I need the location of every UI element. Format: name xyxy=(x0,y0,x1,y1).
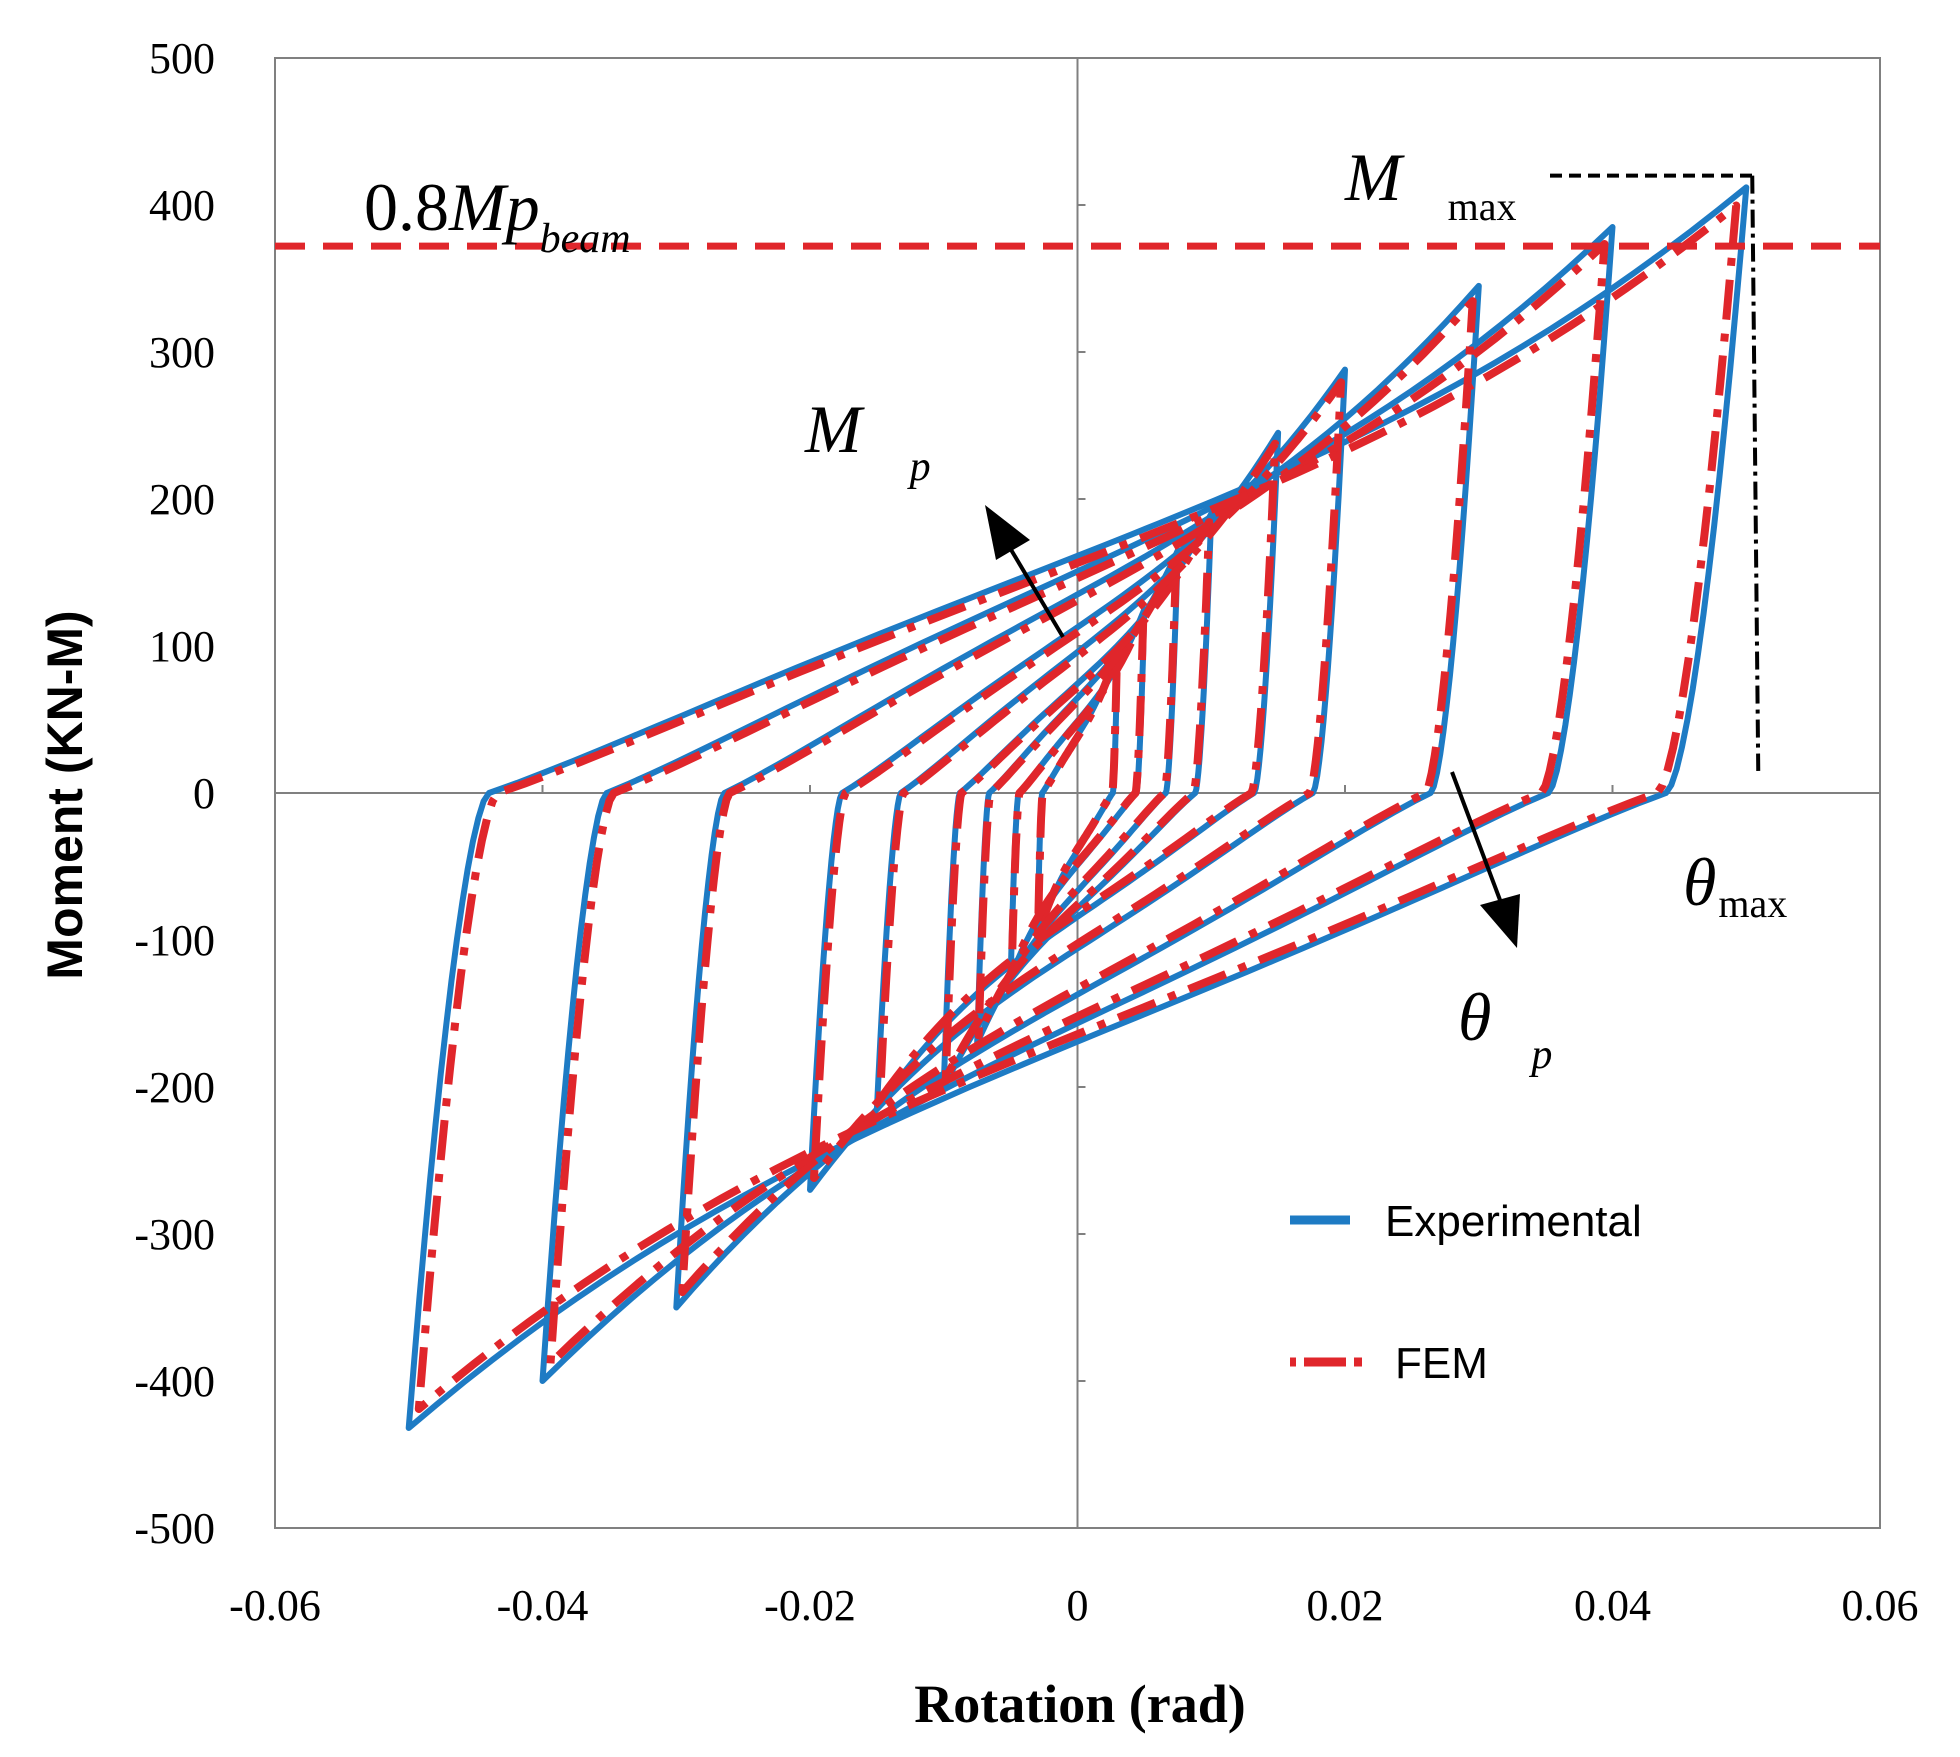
experimental-loop xyxy=(807,366,1348,1193)
reference-label-main: Mp xyxy=(448,169,540,245)
guide-lines xyxy=(1550,173,1761,771)
x-tick-label: 0.02 xyxy=(1307,1581,1384,1630)
theta-p-arrow-shaft xyxy=(1450,771,1502,901)
y-tick-label: 100 xyxy=(149,622,215,671)
reference-line-label: 0.8Mpbeam xyxy=(364,169,631,262)
y-tick-label: -300 xyxy=(134,1210,215,1259)
theta-p-label-main: θ xyxy=(1458,979,1491,1055)
y-tick-label: -500 xyxy=(134,1504,215,1553)
x-tick-label: -0.04 xyxy=(497,1581,589,1630)
theta-max-label-sub: max xyxy=(1718,881,1787,926)
mp-arrow-head xyxy=(985,505,1030,560)
x-tick-label: -0.06 xyxy=(229,1581,321,1630)
theta-p-label-sub: p xyxy=(1528,1032,1552,1078)
y-tick-label: 0 xyxy=(193,769,215,818)
x-tick-labels: -0.06 -0.04 -0.02 0 0.02 0.04 0.06 xyxy=(229,1581,1918,1630)
x-tick-label: 0.06 xyxy=(1842,1581,1919,1630)
mmax-label-sub: max xyxy=(1448,184,1517,229)
experimental-loop xyxy=(405,184,1750,1431)
fem-loop xyxy=(1007,610,1148,976)
annotation-arrows xyxy=(985,505,1520,948)
fem-loop xyxy=(875,439,1280,1104)
fem-series xyxy=(414,201,1741,1413)
y-tick-label: -200 xyxy=(134,1063,215,1112)
legend-experimental-label: Experimental xyxy=(1385,1197,1642,1246)
fem-loop xyxy=(546,240,1609,1368)
y-axis-title: Moment (KN-M) xyxy=(37,610,93,979)
fem-loop xyxy=(810,378,1345,1182)
theta-p-arrow-head xyxy=(1480,894,1520,948)
x-tick-label: 0 xyxy=(1067,1581,1089,1630)
fem-loop xyxy=(414,201,1741,1413)
reference-label-number: 0.8 xyxy=(364,169,449,245)
y-tick-label: 500 xyxy=(149,34,215,83)
reference-label-sub: beam xyxy=(540,216,631,262)
theta-max-label-main: θ xyxy=(1683,844,1716,920)
y-tick-label: 300 xyxy=(149,328,215,377)
y-tick-labels: 500 400 300 200 100 0 -100 -200 -300 -400 -500 xyxy=(134,34,215,1553)
y-tick-label: 200 xyxy=(149,475,215,524)
legend-fem-label: FEM xyxy=(1395,1339,1488,1388)
x-axis-title: Rotation (rad) xyxy=(914,1674,1245,1734)
plot-frame xyxy=(274,57,1881,1529)
theta-max-label: θmax xyxy=(1683,844,1787,926)
mp-arrow-shaft xyxy=(1008,546,1065,639)
y-tick-label: -400 xyxy=(134,1357,215,1406)
mp-label-sub: p xyxy=(907,444,931,490)
fem-loop xyxy=(678,297,1477,1297)
mmax-label-main: M xyxy=(1344,139,1405,215)
x-tick-label: -0.02 xyxy=(764,1581,856,1630)
x-tick-label: 0.04 xyxy=(1574,1581,1651,1630)
mp-label-main: M xyxy=(804,391,865,467)
y-tick-label: 400 xyxy=(149,181,215,230)
theta-max-guide-line xyxy=(1750,175,1761,771)
y-tick-label: -100 xyxy=(134,916,215,965)
fem-loop xyxy=(974,553,1181,1040)
legend: Experimental FEM xyxy=(1290,1197,1642,1388)
